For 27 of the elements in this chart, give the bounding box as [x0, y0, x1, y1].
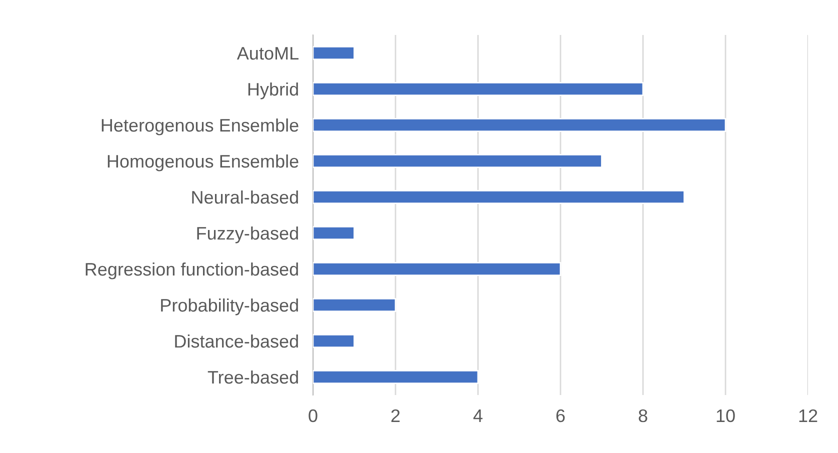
y-tick-label: Hybrid	[248, 82, 298, 100]
bar	[313, 298, 396, 312]
x-tick-label: 10	[716, 409, 735, 422]
bar	[313, 226, 355, 240]
y-tick-label: AutoML	[236, 47, 299, 60]
x-tick-label: 12	[799, 409, 818, 422]
y-tick-label: Distance-based	[175, 334, 298, 348]
y-tick-label: Neural-based	[192, 190, 298, 204]
x-tick-label: 0	[308, 409, 318, 422]
bar	[313, 154, 602, 168]
x-tick-label: 4	[473, 410, 482, 422]
bar	[313, 118, 726, 132]
bar	[313, 82, 644, 96]
y-tick-label: Heterogenous Ensemble	[102, 118, 298, 136]
x-tick-label: 2	[391, 409, 400, 422]
y-tick-label: Tree-based	[208, 370, 298, 384]
bar	[313, 190, 685, 204]
x-tick-label: 6	[556, 409, 565, 422]
bar	[313, 46, 355, 60]
bar	[313, 334, 355, 348]
y-tick-label: Regression function-based	[86, 262, 298, 280]
y-tick-label: Fuzzy-based	[197, 226, 298, 244]
bar	[313, 262, 562, 276]
y-tick-label: Probability-based	[161, 298, 298, 316]
bar	[313, 370, 479, 384]
x-tick-label: 8	[638, 409, 648, 422]
y-tick-label: Homogenous Ensemble	[108, 154, 298, 172]
